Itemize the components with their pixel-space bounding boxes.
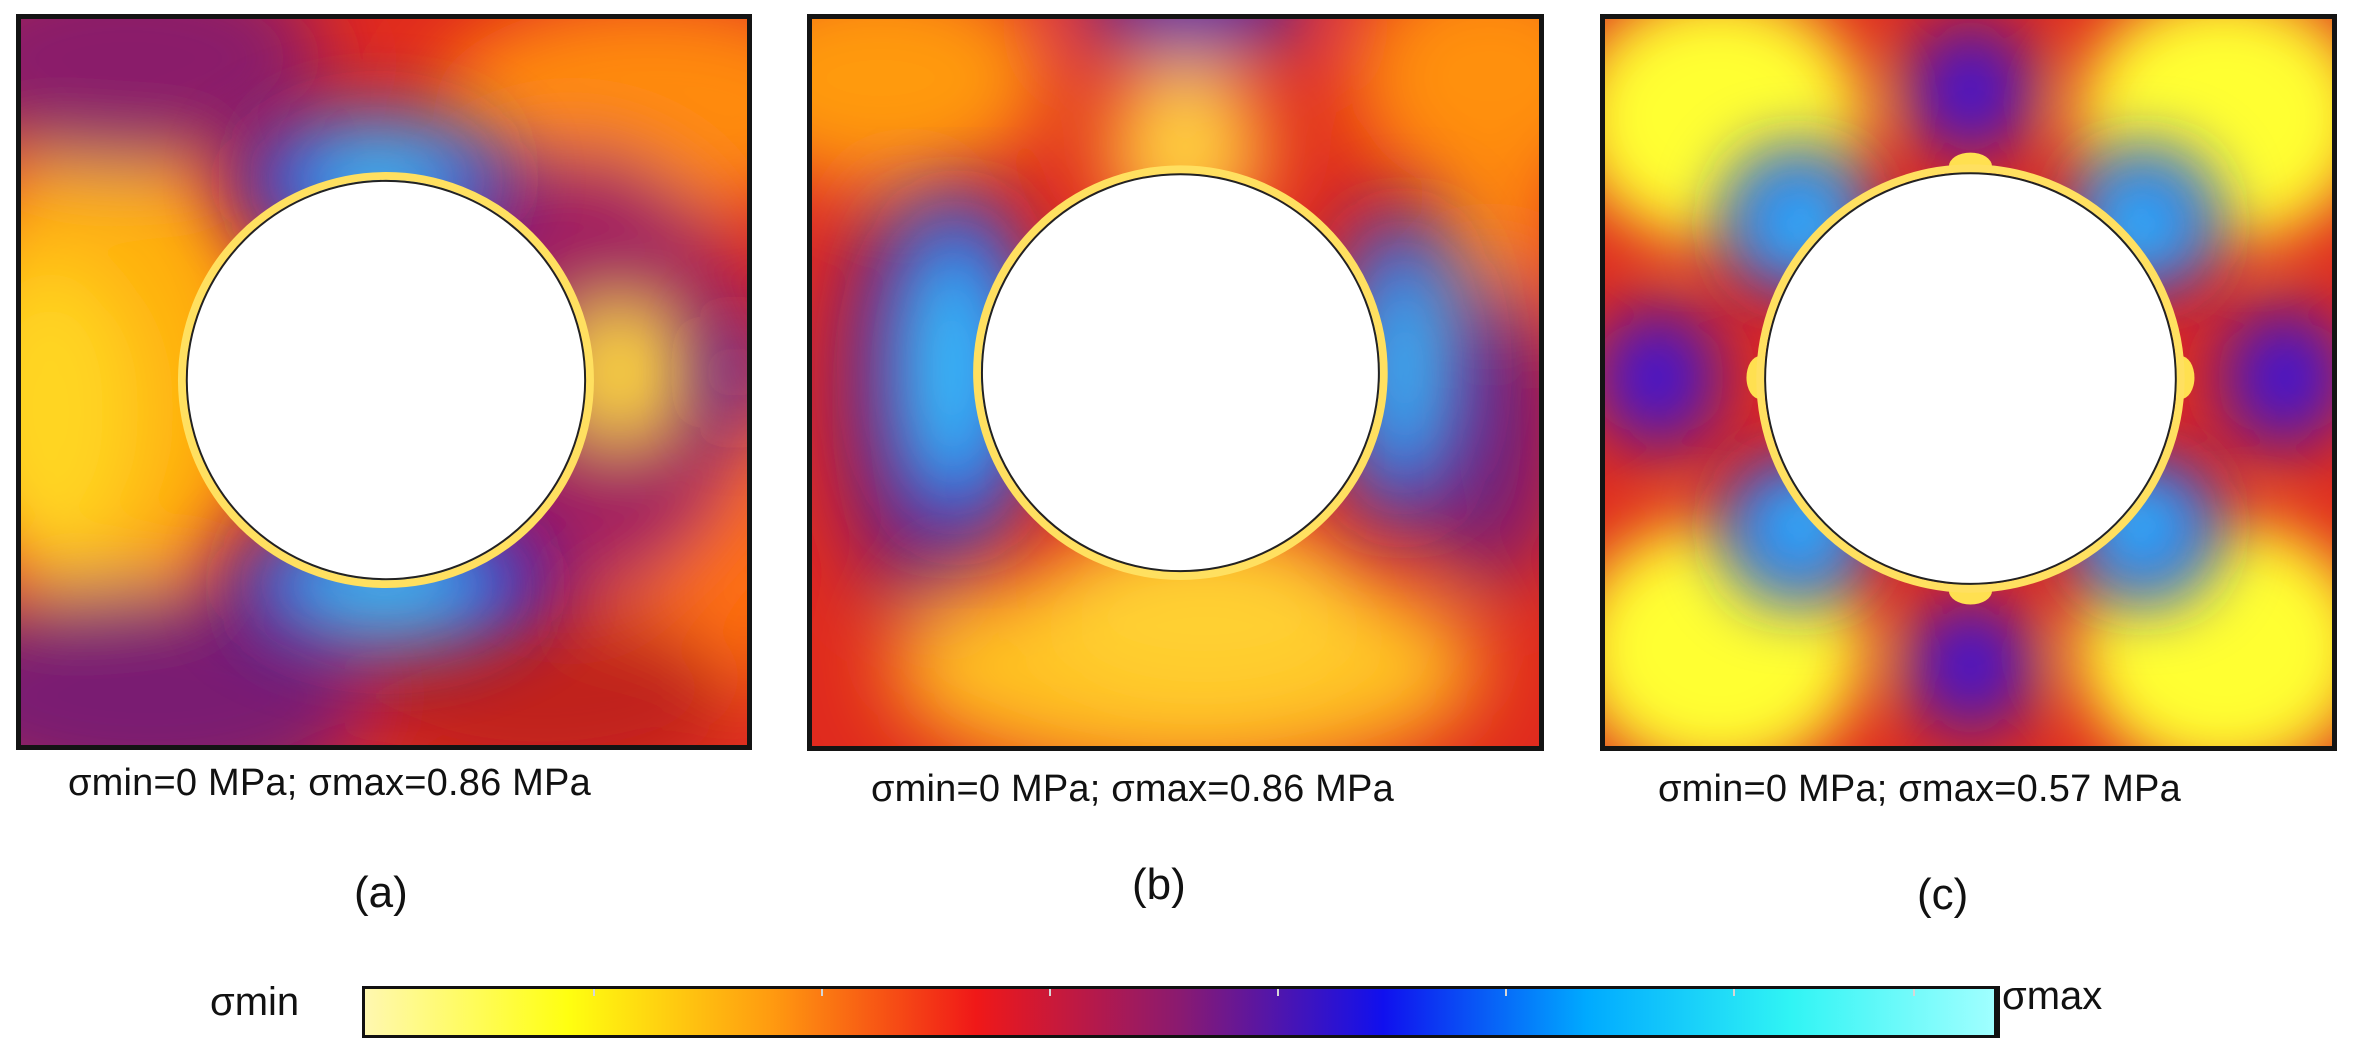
colorbar-tick [821,989,824,996]
colorbar-gradient [365,989,1994,1035]
colorbar-tick [1049,989,1052,996]
subfigure-label-a: (a) [354,868,408,917]
colorbar-min-label: σmin [210,980,300,1024]
caption-panel-b: σmin=0 MPa; σmax=0.86 MPa [871,768,1394,810]
caption-panel-c: σmin=0 MPa; σmax=0.57 MPa [1658,768,2181,810]
colorbar-max-label: σmax [2002,974,2103,1018]
stress-field-c [1605,19,2332,746]
stress-map-panel-c [1600,14,2337,751]
colorbar-tick [593,989,596,996]
colorbar-tick [1912,989,1915,996]
colorbar-tick [1733,989,1736,996]
subfigure-label-c: (c) [1917,870,1969,919]
colorbar [362,986,2000,1038]
stress-map-panel-a [16,14,752,750]
stress-map-panel-b [807,14,1544,751]
stress-field-a [21,19,747,745]
stress-field-b [812,19,1539,746]
caption-panel-a: σmin=0 MPa; σmax=0.86 MPa [68,762,591,804]
colorbar-tick [1277,989,1280,996]
colorbar-tick [1505,989,1508,996]
subfigure-label-b: (b) [1132,860,1186,909]
